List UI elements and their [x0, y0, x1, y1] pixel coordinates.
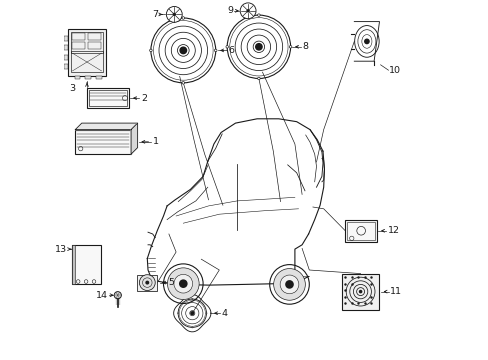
Text: 1: 1 — [153, 137, 159, 146]
Circle shape — [257, 77, 260, 80]
Bar — [68, 29, 106, 76]
Circle shape — [205, 312, 206, 314]
Text: 3: 3 — [69, 84, 75, 93]
Bar — [345, 220, 376, 242]
Circle shape — [257, 14, 260, 17]
Text: 8: 8 — [302, 42, 308, 51]
Circle shape — [139, 275, 155, 291]
Circle shape — [273, 269, 305, 300]
Bar — [64, 64, 68, 69]
Text: 6: 6 — [228, 46, 234, 55]
Circle shape — [177, 312, 178, 314]
Circle shape — [246, 9, 249, 13]
Circle shape — [182, 81, 184, 84]
Bar — [72, 42, 85, 49]
Circle shape — [190, 312, 193, 315]
Bar — [85, 76, 91, 79]
Bar — [75, 130, 131, 154]
Circle shape — [255, 44, 262, 50]
Bar — [88, 33, 101, 40]
Text: 9: 9 — [226, 6, 232, 15]
Bar — [64, 36, 68, 41]
Circle shape — [166, 6, 182, 22]
Circle shape — [225, 45, 228, 48]
Circle shape — [191, 298, 192, 300]
Circle shape — [363, 39, 369, 44]
Circle shape — [172, 13, 176, 16]
Bar — [71, 32, 103, 53]
Bar — [347, 222, 374, 240]
Bar — [89, 90, 127, 106]
Bar — [71, 51, 103, 72]
Text: 12: 12 — [387, 226, 399, 235]
Text: 14: 14 — [96, 291, 108, 300]
Bar — [64, 45, 68, 50]
Text: 10: 10 — [388, 66, 400, 75]
Bar — [88, 42, 101, 49]
Circle shape — [145, 281, 149, 285]
Circle shape — [358, 290, 362, 293]
Text: 7: 7 — [152, 10, 158, 19]
Bar — [137, 275, 157, 291]
Circle shape — [114, 292, 121, 299]
Circle shape — [174, 274, 192, 293]
Bar — [72, 245, 75, 284]
Bar — [96, 76, 102, 79]
Circle shape — [182, 17, 184, 19]
Circle shape — [191, 327, 192, 328]
Text: 11: 11 — [389, 287, 402, 296]
Text: 2: 2 — [141, 94, 147, 103]
Bar — [72, 33, 85, 40]
Polygon shape — [75, 123, 137, 130]
Circle shape — [280, 275, 298, 294]
Bar — [75, 76, 80, 79]
Bar — [87, 88, 129, 108]
Circle shape — [240, 3, 256, 19]
Circle shape — [289, 45, 291, 48]
Circle shape — [149, 49, 152, 52]
Circle shape — [167, 268, 199, 300]
Text: 4: 4 — [222, 309, 227, 318]
Text: 13: 13 — [55, 245, 67, 254]
Circle shape — [285, 280, 293, 289]
Bar — [72, 245, 101, 284]
Circle shape — [179, 279, 187, 288]
Text: 5: 5 — [168, 278, 174, 287]
Circle shape — [214, 49, 217, 52]
Bar — [64, 55, 68, 60]
Bar — [341, 274, 379, 310]
Polygon shape — [131, 123, 137, 154]
Circle shape — [180, 47, 186, 54]
